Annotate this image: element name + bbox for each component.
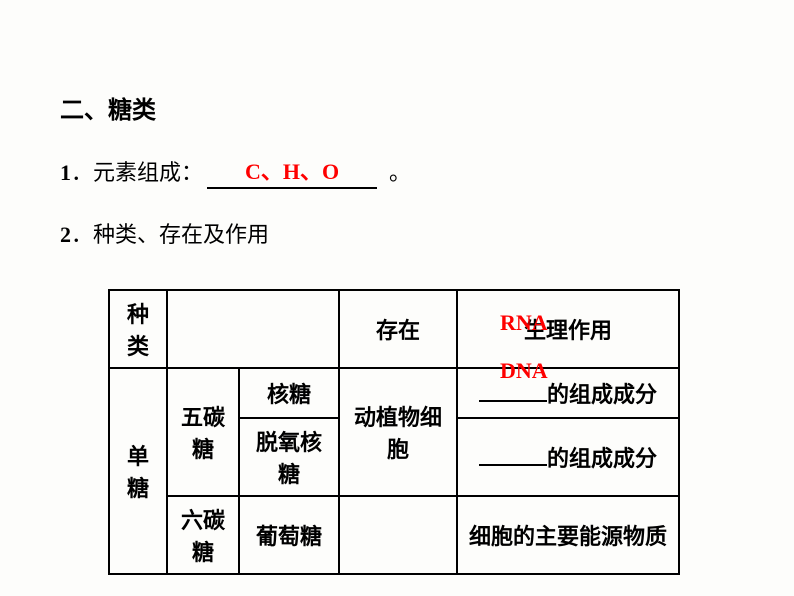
blank-dna (479, 446, 547, 466)
cell-type-mono: 单糖 (109, 368, 167, 574)
section-title: 二、糖类 (60, 90, 734, 125)
header-blank (167, 290, 339, 368)
answer-rna: RNA (500, 310, 548, 336)
func-suffix-1: 的组成成分 (547, 382, 657, 407)
answer-elements: C、H、O (245, 159, 339, 184)
item-2-num: 2 (60, 222, 71, 247)
cell-pentose: 五碳糖 (167, 368, 239, 496)
cell-func-dna: 的组成成分 (457, 418, 679, 496)
cell-exist-2 (339, 496, 457, 574)
item-2-label: ．种类、存在及作用 (71, 222, 269, 247)
period: 。 (389, 155, 411, 187)
answer-dna: DNA (500, 358, 548, 384)
table-header-row: 种类 存在 生理作用 (109, 290, 679, 368)
header-exist: 存在 (339, 290, 457, 368)
cell-glucose: 葡萄糖 (239, 496, 339, 574)
cell-func-rna: 的组成成分 (457, 368, 679, 418)
sugar-table: 种类 存在 生理作用 单糖 五碳糖 核糖 动植物细胞 的组成成分 脱氧核糖 的组… (108, 289, 734, 575)
cell-hexose: 六碳糖 (167, 496, 239, 574)
blank-rna (479, 382, 547, 402)
table-row: 单糖 五碳糖 核糖 动植物细胞 的组成成分 (109, 368, 679, 418)
func-suffix-2: 的组成成分 (547, 446, 657, 471)
blank-elements: C、H、O (207, 155, 377, 189)
cell-ribose: 核糖 (239, 368, 339, 418)
item-1-num: 1 (60, 160, 71, 186)
header-type: 种类 (109, 290, 167, 368)
table-row: 六碳糖 葡萄糖 细胞的主要能源物质 (109, 496, 679, 574)
item-1-label: ．元素组成： (71, 155, 203, 187)
cell-exist-1: 动植物细胞 (339, 368, 457, 496)
header-func: 生理作用 (457, 290, 679, 368)
cell-func-energy: 细胞的主要能源物质 (457, 496, 679, 574)
cell-deoxyribose: 脱氧核糖 (239, 418, 339, 496)
item-2: 2．种类、存在及作用 (60, 217, 734, 249)
item-1: 1．元素组成： C、H、O 。 (60, 155, 734, 189)
